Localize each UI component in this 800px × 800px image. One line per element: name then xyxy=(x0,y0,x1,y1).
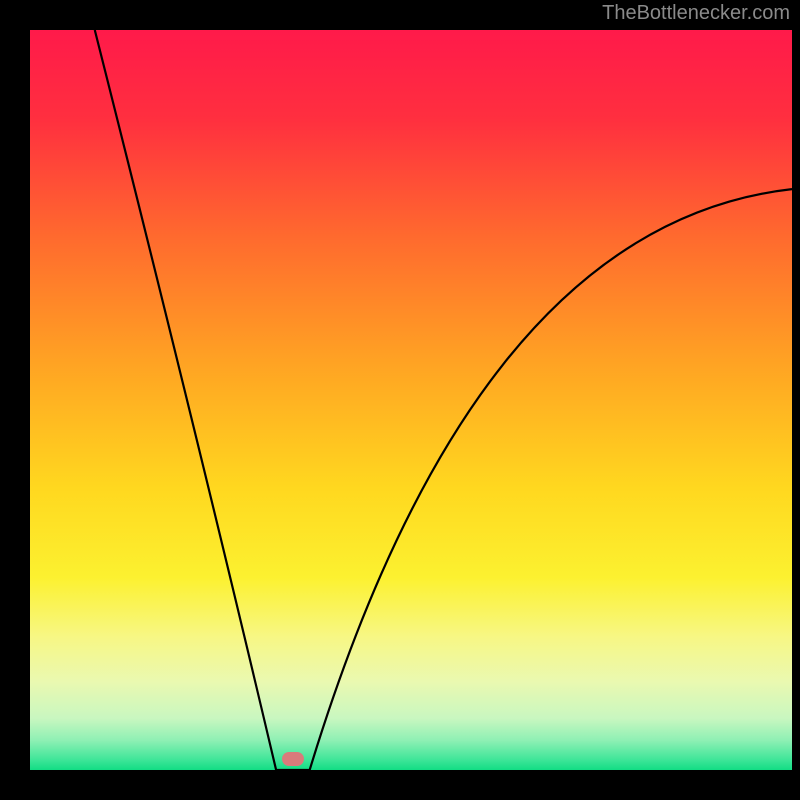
optimum-marker xyxy=(282,752,304,766)
watermark: TheBottlenecker.com xyxy=(602,2,790,25)
plot-area xyxy=(30,30,792,770)
bottleneck-curve xyxy=(30,30,792,770)
v-curve-path xyxy=(95,30,792,770)
